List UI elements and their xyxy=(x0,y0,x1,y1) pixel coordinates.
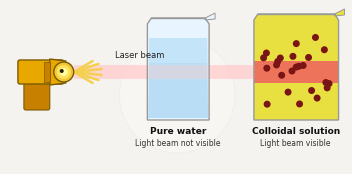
Text: Pure water: Pure water xyxy=(150,128,206,136)
Text: Colloidal solution: Colloidal solution xyxy=(252,128,340,136)
Polygon shape xyxy=(148,38,208,63)
Circle shape xyxy=(278,72,285,79)
Circle shape xyxy=(54,62,74,82)
Circle shape xyxy=(324,84,331,91)
Circle shape xyxy=(264,101,271,108)
Circle shape xyxy=(295,63,302,70)
Polygon shape xyxy=(148,38,208,118)
Circle shape xyxy=(312,34,319,41)
Circle shape xyxy=(326,80,333,87)
Circle shape xyxy=(322,79,329,86)
Polygon shape xyxy=(147,65,209,79)
Polygon shape xyxy=(209,65,254,79)
Circle shape xyxy=(314,94,321,102)
Text: Laser beam: Laser beam xyxy=(115,52,164,61)
Polygon shape xyxy=(334,9,345,16)
Circle shape xyxy=(274,58,281,65)
Circle shape xyxy=(293,40,300,47)
Circle shape xyxy=(296,100,303,108)
FancyBboxPatch shape xyxy=(44,62,50,82)
Polygon shape xyxy=(50,59,66,85)
Circle shape xyxy=(289,53,296,60)
Circle shape xyxy=(284,89,291,96)
Circle shape xyxy=(260,54,267,61)
Circle shape xyxy=(60,68,68,76)
FancyBboxPatch shape xyxy=(24,78,50,110)
Circle shape xyxy=(119,37,235,153)
Text: Light beam visible: Light beam visible xyxy=(260,139,331,148)
Circle shape xyxy=(273,61,280,68)
Circle shape xyxy=(263,65,270,72)
Circle shape xyxy=(289,68,295,74)
Circle shape xyxy=(277,54,284,62)
FancyBboxPatch shape xyxy=(18,60,64,84)
Polygon shape xyxy=(205,13,215,20)
Text: shaalaa.com: shaalaa.com xyxy=(158,82,210,122)
Circle shape xyxy=(263,50,270,57)
Polygon shape xyxy=(254,61,339,83)
Polygon shape xyxy=(254,14,339,120)
Circle shape xyxy=(57,65,71,79)
Polygon shape xyxy=(74,65,147,79)
Circle shape xyxy=(308,87,315,94)
Circle shape xyxy=(60,69,64,73)
Circle shape xyxy=(305,54,312,61)
Circle shape xyxy=(321,46,328,53)
Circle shape xyxy=(293,64,300,70)
Text: Light beam not visible: Light beam not visible xyxy=(136,139,221,148)
Polygon shape xyxy=(147,18,209,120)
Circle shape xyxy=(300,62,307,69)
